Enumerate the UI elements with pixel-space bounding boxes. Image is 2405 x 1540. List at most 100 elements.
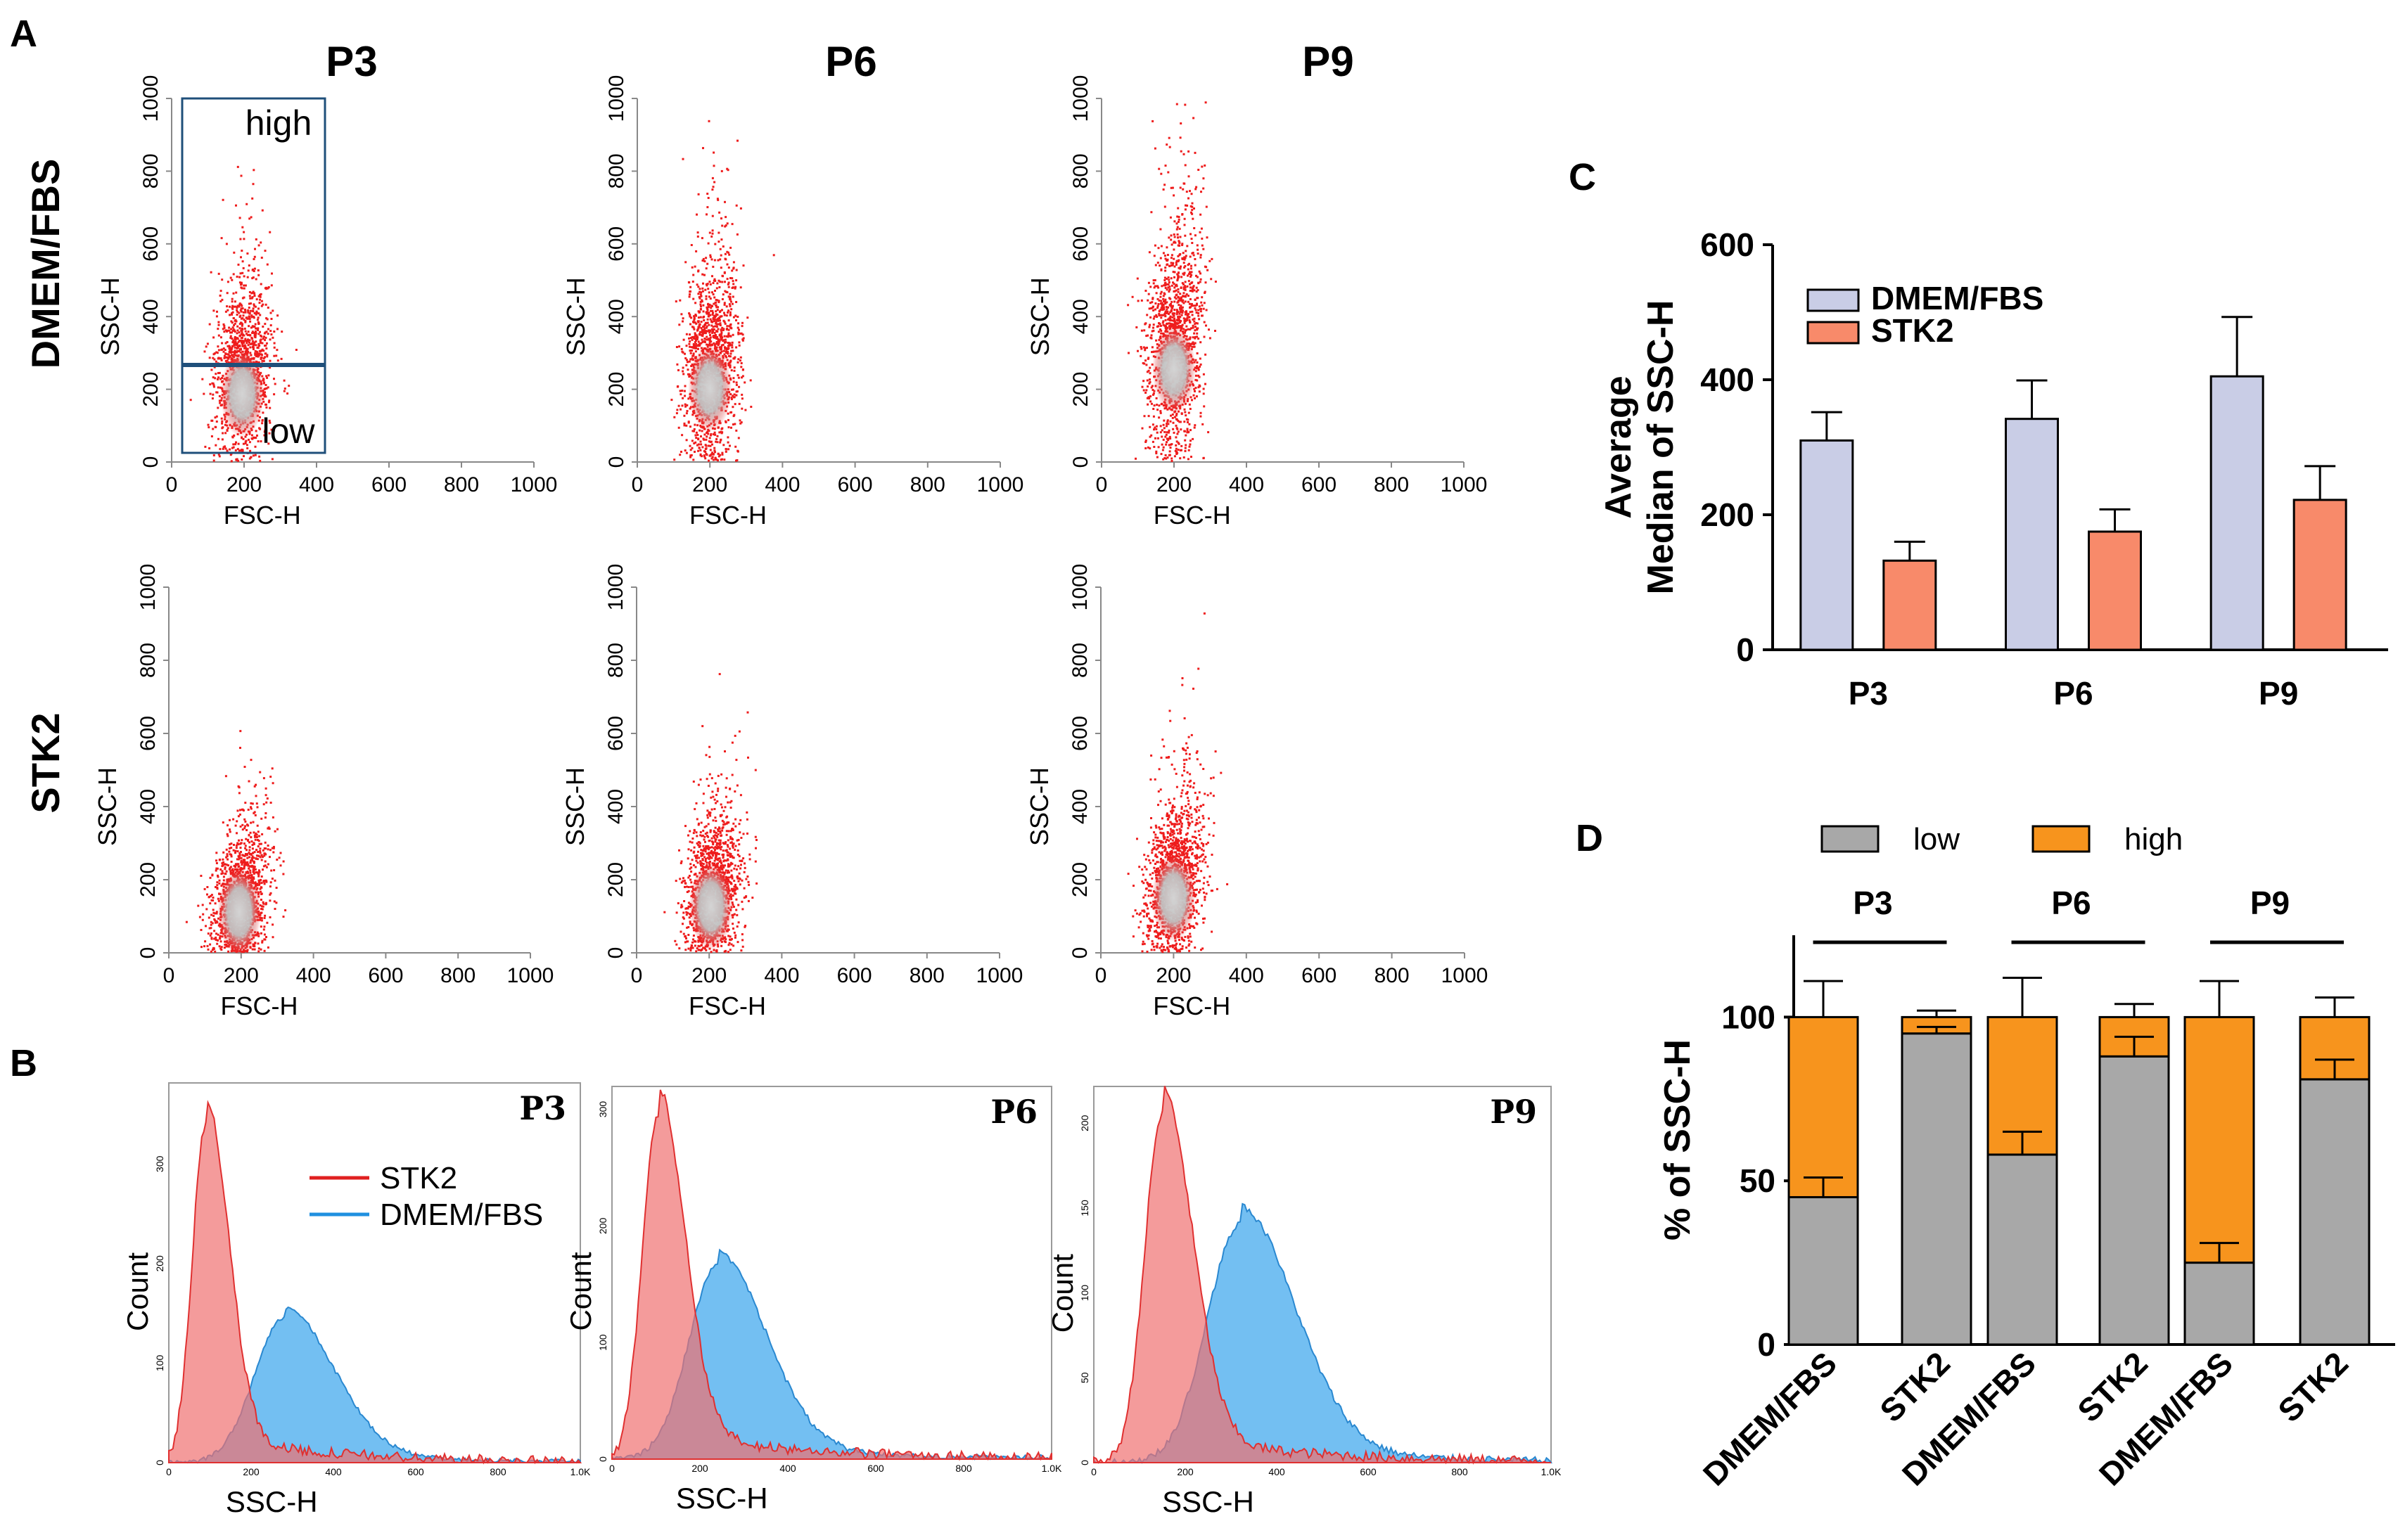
scatter-point [248, 302, 250, 305]
scatter-point [734, 314, 737, 317]
scatter-point [712, 265, 715, 268]
scatter-point [210, 923, 212, 926]
scatter-point [721, 458, 723, 461]
scatter-point [709, 336, 712, 339]
scatter-point [212, 454, 215, 456]
scatter-point [240, 310, 243, 313]
scatter-point [219, 448, 222, 451]
scatter-point [683, 422, 686, 425]
scatter-point [257, 880, 260, 883]
scatter-point [267, 328, 269, 331]
scatter-point [1180, 325, 1183, 328]
scatter-point [236, 309, 238, 312]
scatter-point [739, 419, 741, 422]
scatter-point [1144, 290, 1147, 292]
scatter-point [236, 349, 239, 352]
scatter-point [260, 890, 262, 893]
scatter-point [200, 946, 203, 949]
scatter-point [1170, 238, 1173, 241]
scatter-point [1190, 193, 1193, 195]
scatter-point [283, 387, 286, 390]
scatter-point [734, 445, 737, 448]
scatter-point [243, 284, 245, 287]
scatter-point [731, 346, 734, 349]
scatter-point [236, 329, 239, 332]
scatter-point [710, 235, 713, 238]
scatter-point [236, 448, 239, 451]
scatter-point [241, 226, 244, 229]
scatter-point [231, 321, 234, 324]
scatter-point [1203, 321, 1206, 323]
scatter-point [231, 311, 234, 314]
scatter-point [1163, 419, 1166, 422]
scatter-point [1166, 322, 1169, 325]
scatter-point [1211, 257, 1213, 260]
scatter-point [715, 306, 718, 309]
scatter-point [1173, 319, 1175, 322]
scatter-point [1181, 300, 1184, 303]
scatter-point [256, 434, 258, 437]
scatter-point [240, 174, 243, 177]
scatter-point [218, 357, 221, 360]
scatter-point [1183, 319, 1186, 322]
scatter-point [248, 867, 250, 870]
scatter-point [1199, 254, 1202, 257]
scatter-point [1187, 313, 1190, 316]
scatter-point [204, 445, 207, 448]
scatter-point [238, 276, 241, 278]
scatter-point [215, 444, 217, 447]
scatter-point [1199, 231, 1201, 233]
scatter-point [684, 385, 687, 387]
scatter-point [1188, 403, 1191, 406]
scatter-point [713, 181, 716, 184]
scatter-point [741, 321, 744, 324]
scatter-point [240, 321, 243, 324]
scatter-point [1177, 271, 1180, 274]
scatter-point [1185, 319, 1188, 321]
scatter-point [1184, 164, 1187, 167]
scatter-point [1189, 429, 1192, 432]
scatter-point [240, 859, 243, 862]
panel-label-b: B [10, 1042, 37, 1084]
scatter-point [1210, 278, 1213, 281]
scatter-point [244, 338, 247, 340]
scatter-point [241, 317, 244, 320]
scatter-point [1155, 428, 1158, 430]
scatter-point [1149, 323, 1152, 326]
scatter-point [1152, 415, 1155, 418]
scatter-point [727, 319, 730, 322]
scatter-point [1187, 328, 1189, 331]
scatter-point [231, 347, 234, 349]
scatter-point [1174, 324, 1177, 327]
scatter-point [725, 216, 727, 219]
scatter-point [234, 322, 236, 325]
scatter-point [711, 229, 714, 232]
scatter-point [1142, 346, 1145, 349]
scatter-point [695, 314, 697, 317]
scatter-point [697, 443, 700, 446]
scatter-point [257, 440, 260, 443]
scatter-point [1159, 431, 1162, 434]
scatter-point [1152, 317, 1155, 320]
scatter-point [1180, 306, 1183, 309]
scatter-point [241, 823, 244, 826]
scatter-point [253, 294, 256, 297]
scatter-point [729, 298, 732, 301]
scatter-point [1166, 437, 1168, 440]
scatter-point [1180, 296, 1182, 299]
scatter-point [222, 821, 224, 824]
scatter-point [1190, 290, 1193, 292]
scatter-point [1192, 341, 1194, 344]
scatter-point [719, 324, 722, 326]
scatter-point [720, 333, 723, 335]
scatter-point [693, 315, 696, 318]
scatter-point [1153, 286, 1156, 289]
scatter-point [689, 454, 692, 457]
scatter-point [234, 337, 236, 340]
scatter-point [1178, 312, 1181, 315]
scatter-point [1178, 244, 1181, 247]
scatter-point [1180, 287, 1182, 289]
scatter-point [257, 342, 260, 345]
scatter-point [236, 306, 238, 309]
scatter-point [246, 276, 249, 278]
